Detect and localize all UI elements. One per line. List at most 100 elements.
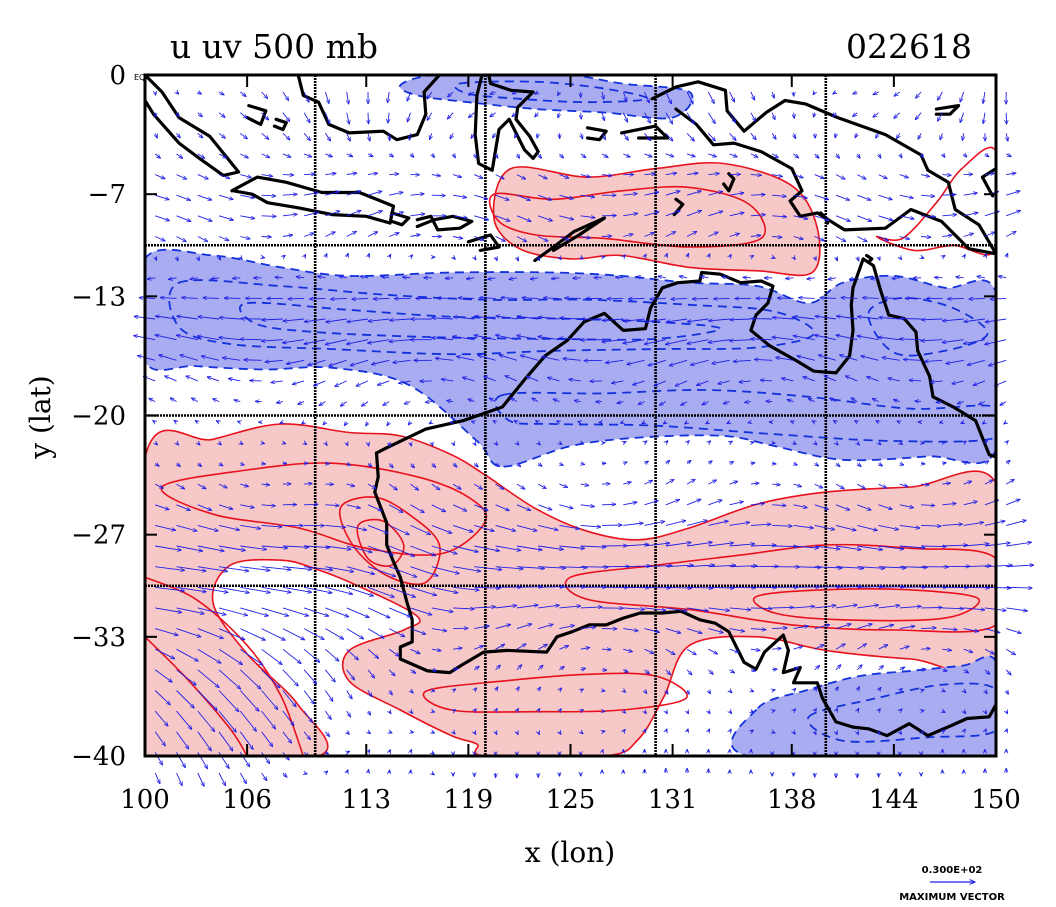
wind-vector-39 [983, 91, 985, 103]
wind-vector-452 [156, 316, 177, 320]
wind-vector-784 [261, 484, 270, 485]
wind-vector-384 [466, 278, 475, 279]
wind-vector-168 [240, 174, 251, 178]
wind-vector-199 [899, 174, 909, 178]
wind-vector-116 [876, 133, 879, 138]
wind-vector-568 [882, 357, 900, 361]
wind-vector-142 [559, 153, 563, 158]
wind-vector-240 [899, 194, 914, 198]
wind-vector-342 [453, 257, 455, 259]
wind-vector-115 [855, 133, 857, 138]
wind-vector-327 [1005, 231, 1016, 237]
wind-vector-669 [429, 422, 432, 424]
wind-vector-628 [426, 402, 432, 403]
x-tick-label-8: 150 [971, 785, 1021, 815]
wind-vector-719 [623, 442, 626, 443]
coastline-3 [390, 211, 411, 227]
wind-vector-734 [942, 442, 945, 443]
wind-vector-974 [814, 567, 843, 568]
wind-vector-795 [495, 483, 504, 489]
wind-vector-387 [530, 278, 539, 279]
wind-vector-363 [900, 257, 902, 259]
wind-vector-58 [512, 112, 518, 117]
wind-vector-847 [729, 502, 744, 506]
wind-vector-157 [879, 154, 881, 158]
wind-vector-562 [754, 359, 773, 360]
wind-vector-389 [573, 278, 581, 279]
wind-vector-771 [857, 464, 861, 467]
wind-vector-434 [650, 298, 666, 299]
wind-vector-995 [389, 586, 415, 597]
wind-vector-151 [750, 153, 758, 157]
wind-vector-644 [766, 401, 773, 402]
wind-vector-360 [836, 257, 838, 261]
coastlines [145, 75, 996, 738]
wind-vector-892 [814, 524, 835, 529]
y-tick-label-3: −20 [71, 402, 126, 432]
negative-contour-3 [867, 297, 989, 357]
wind-vector-586 [399, 380, 411, 384]
wind-vector-883 [623, 523, 643, 526]
wind-vector-188 [665, 173, 677, 175]
wind-vector-266 [580, 216, 595, 218]
wind-vector-886 [686, 520, 707, 526]
wind-vector-217 [410, 194, 425, 195]
wind-vector-35 [894, 91, 901, 96]
wind-vector-559 [691, 359, 709, 365]
wind-vector-580 [271, 381, 283, 383]
positive-contour-5 [145, 636, 248, 756]
wind-vector-609 [888, 378, 900, 382]
equator-mark: EQ [134, 73, 145, 82]
wind-vector-238 [857, 194, 871, 200]
wind-vector-986 [197, 586, 228, 592]
wind-vector-684 [748, 422, 751, 423]
wind-vector-841 [601, 504, 616, 505]
wind-vector-344 [496, 257, 498, 261]
wind-vector-420 [352, 298, 369, 299]
wind-vector-933 [814, 545, 840, 549]
wind-vector-547 [435, 358, 454, 360]
wind-vector-78 [938, 112, 943, 122]
wind-vector-319 [835, 236, 846, 242]
wind-vector-336 [325, 254, 327, 257]
wind-vector-4 [240, 91, 246, 97]
wind-vector-215 [367, 191, 382, 196]
wind-vector-178 [452, 175, 462, 178]
wind-vector-950 [304, 566, 333, 570]
wind-vector-189 [687, 173, 698, 175]
wind-vector-112 [794, 133, 796, 138]
wind-vector-245 [1006, 191, 1020, 196]
wind-vector-928 [708, 543, 733, 547]
coastline-11 [473, 75, 540, 172]
wind-vector-92 [368, 133, 370, 141]
wind-vector-998 [453, 586, 479, 590]
wind-vector-581 [292, 380, 305, 385]
wind-vector-589 [463, 377, 475, 382]
wind-vector-412 [182, 298, 198, 299]
wind-vector-417 [288, 298, 305, 299]
wind-vector-927 [687, 542, 712, 547]
wind-vector-120 [962, 133, 963, 140]
wind-vector-32 [833, 92, 836, 94]
wind-vector-925 [644, 543, 670, 547]
wind-vector-2 [198, 92, 202, 94]
wind-vector-444 [863, 298, 879, 299]
wind-vector-98 [493, 133, 496, 138]
wind-vector-95 [430, 133, 432, 139]
wind-vector-877 [495, 524, 516, 531]
wind-vector-255 [346, 211, 361, 217]
wind-vector-594 [569, 379, 581, 381]
wind-vector-185 [601, 175, 612, 176]
wind-vector-931 [772, 546, 797, 547]
wind-vector-681 [685, 422, 687, 424]
wind-vector-769 [815, 464, 819, 467]
wind-vector-335 [304, 255, 306, 258]
wind-vector-345 [517, 257, 519, 261]
wind-vector-230 [686, 191, 701, 196]
wind-vector-294 [303, 233, 314, 237]
wind-vector-70 [772, 112, 775, 120]
wind-vector-507 [453, 336, 475, 341]
wind-vector-717 [581, 443, 584, 444]
wind-vector-592 [526, 376, 539, 382]
negative-contour-1 [239, 301, 722, 341]
